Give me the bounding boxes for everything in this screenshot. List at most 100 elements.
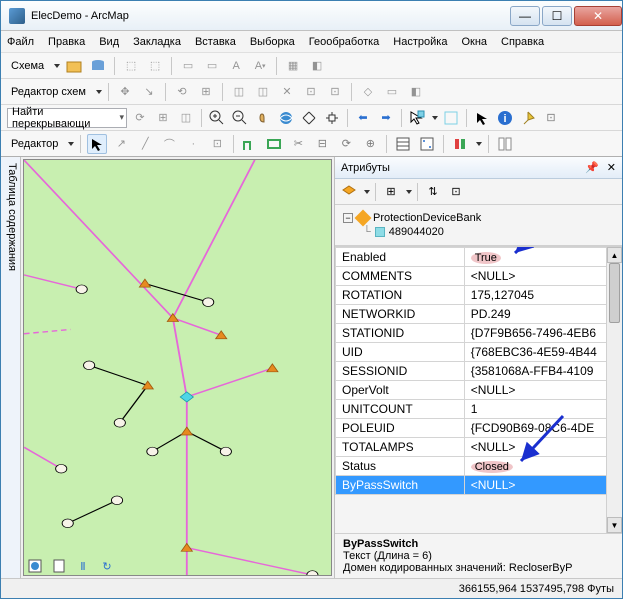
attr-layer-icon[interactable] [339, 182, 359, 202]
pan-icon[interactable] [253, 108, 273, 128]
menu-windows[interactable]: Окна [461, 36, 487, 48]
edit-e-icon[interactable]: ⊡ [207, 134, 227, 154]
attr-expand-icon[interactable]: ⊞ [381, 182, 401, 202]
create-dropdown-icon[interactable] [476, 142, 482, 146]
menu-bookmark[interactable]: Закладка [133, 36, 181, 48]
menu-edit[interactable]: Правка [48, 36, 85, 48]
edit-b-icon[interactable]: ╱ [135, 134, 155, 154]
merge-icon[interactable]: ⊕ [360, 134, 380, 154]
maximize-button[interactable]: ☐ [542, 6, 572, 26]
attr-row[interactable]: OperVolt<NULL> [336, 381, 622, 400]
attr-row[interactable]: ROTATION175,127045 [336, 286, 622, 305]
tool-l-icon[interactable]: ⊡ [325, 82, 345, 102]
close-button[interactable]: ✕ [574, 6, 622, 26]
minimize-button[interactable]: — [510, 6, 540, 26]
schema-dropdown-icon[interactable] [54, 64, 60, 68]
attributes-tree[interactable]: −ProtectionDeviceBank └489044020 [335, 205, 622, 246]
select-features-icon[interactable] [407, 108, 427, 128]
attr-row[interactable]: NETWORKIDPD.249 [336, 305, 622, 324]
attr-row[interactable]: POLEUID{FCD90B69-08C6-4DE [336, 419, 622, 438]
tool-layer-icon[interactable]: ◧ [307, 56, 327, 76]
attributes-grid[interactable]: EnabledTrueCOMMENTS<NULL>ROTATION175,127… [335, 246, 622, 534]
rotate-icon[interactable]: ⟳ [336, 134, 356, 154]
tree-oid[interactable]: 489044020 [389, 226, 444, 238]
full-extent-icon[interactable] [276, 108, 296, 128]
tool-h-icon[interactable]: ◫ [229, 82, 249, 102]
editor-dropdown-icon[interactable] [68, 142, 74, 146]
menu-file[interactable]: Файл [7, 36, 34, 48]
tool-s-icon[interactable]: ⊡ [541, 108, 561, 128]
menu-selection[interactable]: Выборка [250, 36, 295, 48]
layout-view-icon[interactable] [49, 556, 69, 576]
attr-row[interactable]: EnabledTrue [336, 248, 622, 267]
menu-insert[interactable]: Вставка [195, 36, 236, 48]
tool-b-icon[interactable]: ⬚ [145, 56, 165, 76]
edit-tool-icon[interactable] [87, 134, 107, 154]
tool-e-icon[interactable]: ↘ [139, 82, 159, 102]
reshape-icon[interactable]: ✂ [288, 134, 308, 154]
tool-a-icon[interactable]: ⬚ [121, 56, 141, 76]
attr-row[interactable]: StatusClosed [336, 457, 622, 476]
fixed-zoom-out-icon[interactable] [322, 108, 342, 128]
prev-extent-icon[interactable]: ⬅ [353, 108, 373, 128]
edit-c-icon[interactable]: ⌒ [159, 134, 179, 154]
move-node-icon[interactable]: ✥ [115, 82, 135, 102]
db-icon[interactable] [88, 56, 108, 76]
tool-g-icon[interactable]: ⊞ [196, 82, 216, 102]
attr-row[interactable]: ByPassSwitch<NULL> ▾ [336, 476, 622, 495]
tool-r-icon[interactable]: ◫ [176, 108, 196, 128]
attr-value[interactable]: <NULL> ▾ [464, 476, 621, 495]
rect-tool-icon[interactable] [264, 134, 284, 154]
tree-collapse-icon[interactable]: − [343, 213, 353, 223]
tool-k-icon[interactable]: ⊡ [301, 82, 321, 102]
refresh-icon[interactable]: ↻ [97, 556, 117, 576]
refresh-pause-icon[interactable]: Ⅱ [73, 556, 93, 576]
map-canvas[interactable] [23, 159, 332, 576]
attr-value[interactable]: <NULL> [464, 381, 621, 400]
tool-i-icon[interactable]: ◫ [253, 82, 273, 102]
tool-d-icon[interactable]: ▭ [202, 56, 222, 76]
split-icon[interactable]: ⊟ [312, 134, 332, 154]
scroll-up-icon[interactable]: ▲ [607, 247, 622, 263]
menu-customize[interactable]: Настройка [393, 36, 447, 48]
title-bar[interactable]: ElecDemo - ArcMap — ☐ ✕ [1, 1, 622, 31]
pin-icon[interactable]: 📌 [585, 161, 599, 174]
trace-icon[interactable] [240, 134, 260, 154]
clear-select-icon[interactable] [441, 108, 461, 128]
edit-d-icon[interactable]: · [183, 134, 203, 154]
tree-layer-label[interactable]: ProtectionDeviceBank [373, 212, 481, 224]
attributes-header[interactable]: Атрибуты 📌 ✕ [335, 157, 622, 179]
attr-value[interactable]: {768EBC36-4E59-4B44 [464, 343, 621, 362]
templates-icon[interactable] [495, 134, 515, 154]
toc-sidebar[interactable]: Таблица содержания [1, 157, 21, 578]
edit-a-icon[interactable]: ↗ [111, 134, 131, 154]
attr-layer-dropdown-icon[interactable] [364, 190, 370, 194]
attr-filter-icon[interactable]: ⊡ [446, 182, 466, 202]
next-extent-icon[interactable]: ➡ [376, 108, 396, 128]
attr-sort-icon[interactable]: ⇅ [423, 182, 443, 202]
attr-row[interactable]: STATIONID{D7F9B656-7496-4EB6 [336, 324, 622, 343]
zoom-in-icon[interactable] [207, 108, 227, 128]
pointer-icon[interactable] [472, 108, 492, 128]
identify-icon[interactable]: i [495, 108, 515, 128]
attr-scrollbar[interactable]: ▲ ▼ [606, 247, 622, 533]
tool-f-icon[interactable]: ⟲ [172, 82, 192, 102]
tool-m-icon[interactable]: ◇ [358, 82, 378, 102]
tool-o-icon[interactable]: ◧ [406, 82, 426, 102]
scroll-thumb[interactable] [609, 263, 620, 323]
tool-p-icon[interactable]: ⟳ [130, 108, 150, 128]
find-combo[interactable]: Найти перекрывающи [7, 108, 127, 128]
zoom-out-icon[interactable] [230, 108, 250, 128]
attr-row[interactable]: UID{768EBC36-4E59-4B44 [336, 343, 622, 362]
fixed-zoom-in-icon[interactable] [299, 108, 319, 128]
attr-row[interactable]: COMMENTS<NULL> [336, 267, 622, 286]
tool-j-icon[interactable]: ✕ [277, 82, 297, 102]
attr-value[interactable]: {3581068A-FFB4-4109 [464, 362, 621, 381]
tool-c-icon[interactable]: ▭ [178, 56, 198, 76]
attributes-button-icon[interactable] [393, 134, 413, 154]
tool-text-icon[interactable]: A [226, 56, 246, 76]
menu-view[interactable]: Вид [99, 36, 119, 48]
tool-font-icon[interactable]: A▾ [250, 56, 270, 76]
data-view-icon[interactable] [25, 556, 45, 576]
attr-value[interactable]: <NULL> [464, 267, 621, 286]
